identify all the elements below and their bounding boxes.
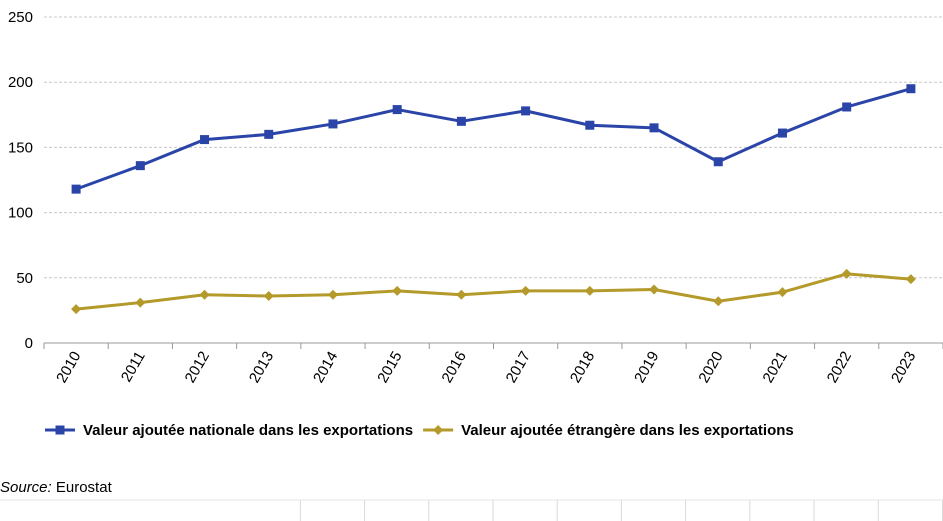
y-tick-label: 150 [8,139,33,156]
data-point [841,268,852,279]
data-point [263,291,274,302]
data-point [199,289,210,300]
legend-label-1: Valeur ajoutée nationale dans les export… [83,422,413,439]
x-tick-label: 2022 [824,349,855,386]
x-tick-label: 2018 [567,349,598,386]
data-point [392,285,403,296]
x-tick-label: 2013 [246,349,277,386]
data-point [649,284,660,295]
data-point [200,135,210,145]
data-point [906,84,916,94]
data-point [71,304,82,315]
data-point [585,120,595,130]
data-point [713,296,724,307]
x-tick-label: 2010 [53,349,84,386]
legend-marker [433,425,444,435]
y-tick-label: 100 [8,205,33,222]
series-line-1 [75,87,912,191]
legend: Valeur ajoutée nationale dans les export… [45,422,794,439]
legend-label-2: Valeur ajoutée étrangère dans les export… [461,422,794,439]
y-tick-label: 50 [16,270,33,287]
y-tick-label: 250 [8,9,33,26]
y-axis: 0 50 100 150 200 250 [8,9,33,352]
x-tick-label: 2015 [374,349,405,386]
data-point [777,287,788,298]
data-point [327,289,338,300]
data-point [777,128,787,138]
series-group [71,84,916,315]
data-point [842,102,852,112]
data-point [520,285,531,296]
data-point [71,184,81,194]
data-point [328,119,338,129]
x-tick-label: 2014 [310,349,341,386]
x-tick-label: 2019 [631,349,662,386]
x-tick-label: 2020 [695,349,726,386]
data-point [264,129,274,139]
x-tick-label: 2021 [760,349,791,386]
x-tick-label: 2023 [888,349,919,386]
x-tick-label: 2016 [438,349,469,386]
gridlines [44,16,943,279]
y-tick-label: 200 [8,74,33,91]
data-point [456,116,466,126]
data-point [584,285,595,296]
footer-ticks [0,499,943,521]
data-point [456,289,467,300]
x-tick-label: 2011 [118,349,149,385]
source-label: Source: [0,479,52,496]
legend-marker [55,425,65,435]
x-tick-label: 2017 [503,349,534,386]
data-point [135,161,145,171]
x-tick-label: 2012 [182,349,213,386]
source-note: Source: Eurostat [0,479,112,496]
x-axis: 2010 2011 2012 2013 2014 2015 2016 2017 2018 2019… [43,342,943,386]
series-line-2 [75,272,912,311]
y-tick-label: 0 [25,335,33,352]
data-point [521,106,531,116]
source-text: Eurostat [55,479,112,496]
data-point [135,297,146,308]
data-point [713,157,723,167]
data-point [649,123,659,133]
data-point [905,274,916,285]
data-point [392,105,402,115]
